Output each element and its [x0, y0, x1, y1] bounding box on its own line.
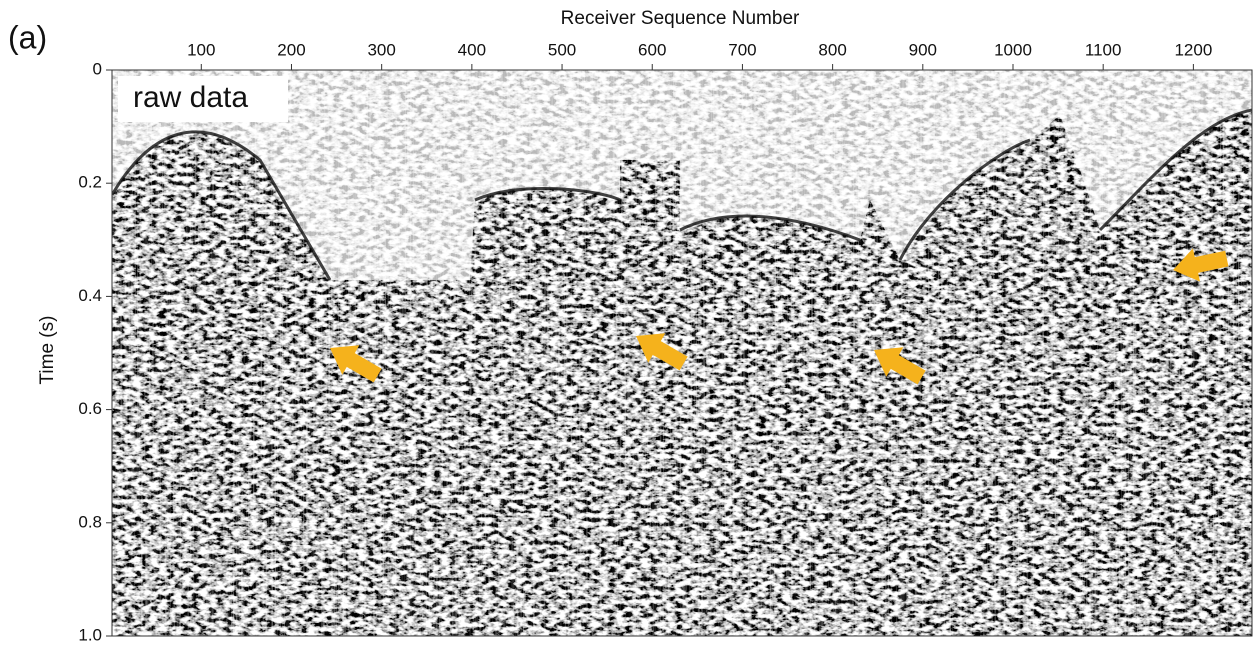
panel-label: (a)	[8, 19, 47, 55]
arrow	[874, 347, 926, 385]
y-tick-label: 0.2	[78, 173, 102, 192]
x-tick-label: 600	[638, 40, 666, 59]
arrow	[1173, 248, 1229, 282]
y-axis-label: Time (s)	[37, 316, 58, 385]
x-tick-label: 100	[187, 40, 215, 59]
arrows	[330, 248, 1229, 385]
x-axis-label: Receiver Sequence Number	[561, 8, 800, 29]
y-tick-label: 0.4	[78, 286, 102, 305]
pre-arrival-region	[112, 70, 1252, 280]
arrow	[636, 333, 688, 371]
first-arrival	[112, 108, 1252, 281]
annotation-box	[118, 76, 288, 122]
y-tick-label: 1.0	[78, 625, 102, 644]
y-tick-label: 0.6	[78, 399, 102, 418]
annotation: raw data	[133, 81, 248, 114]
x-tick-label: 700	[728, 40, 756, 59]
y-tick-label: 0.8	[78, 512, 102, 531]
x-tick-label: 500	[548, 40, 576, 59]
x-tick-label: 1000	[994, 40, 1032, 59]
x-tick-label: 800	[818, 40, 846, 59]
x-tick-label: 900	[909, 40, 937, 59]
x-tick-label: 1100	[1085, 40, 1122, 59]
x-tick-label: 200	[277, 40, 305, 59]
x-tick-label: 1200	[1174, 40, 1212, 59]
plot-frame	[111, 69, 1253, 637]
seismic-image	[112, 70, 1252, 636]
x-tick-label: 400	[458, 40, 486, 59]
y-tick-label: 0	[93, 59, 102, 78]
x-tick-label: 300	[367, 40, 395, 59]
arrow	[330, 345, 382, 383]
